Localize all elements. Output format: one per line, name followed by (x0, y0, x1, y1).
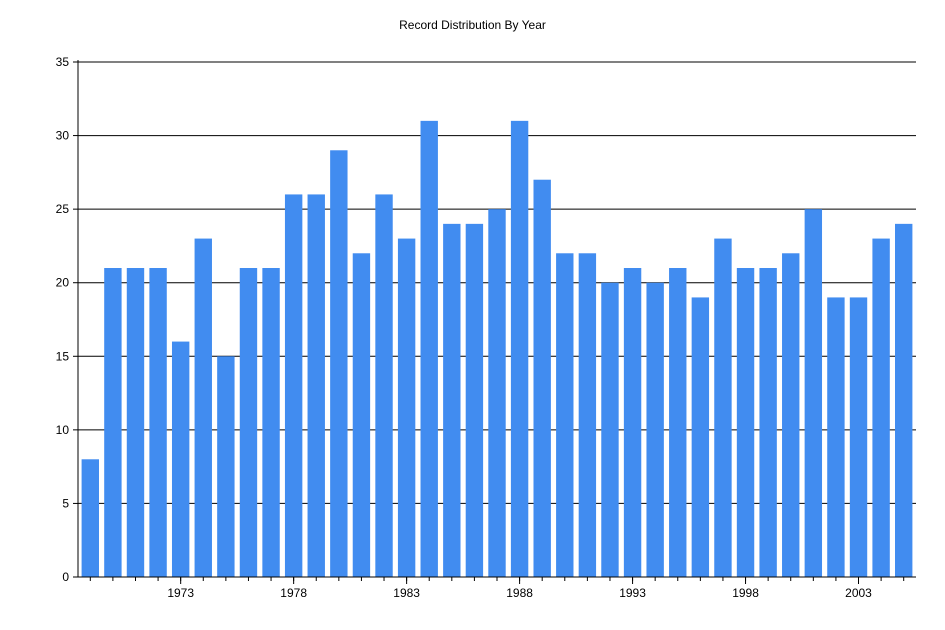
bar-2000 (782, 253, 800, 578)
x-tick-label-1973: 1973 (167, 586, 194, 600)
bar-1974 (194, 238, 212, 578)
bar-1971 (126, 268, 145, 577)
y-tick-label-35: 35 (56, 55, 70, 69)
bar-1989 (533, 179, 551, 577)
x-tick-label-1998: 1998 (732, 586, 759, 600)
bar-1973 (171, 341, 190, 577)
bar-1996 (691, 297, 710, 577)
bar-1980 (330, 150, 348, 578)
bar-1983 (397, 238, 416, 578)
y-tick-label-25: 25 (56, 202, 70, 216)
bar-1970 (104, 268, 122, 577)
bar-1990 (556, 253, 574, 578)
y-tick-label-0: 0 (62, 570, 69, 584)
bar-1999 (759, 268, 777, 577)
bar-1987 (488, 209, 506, 577)
bar-1969 (81, 459, 99, 577)
y-tick-label-10: 10 (56, 423, 70, 437)
bar-1977 (262, 268, 280, 577)
bar-1991 (578, 253, 597, 578)
bar-1976 (239, 268, 258, 577)
bar-2004 (872, 238, 890, 578)
bar-1982 (375, 194, 393, 577)
x-tick-label-1978: 1978 (280, 586, 307, 600)
bar-1988 (510, 120, 529, 577)
bar-1975 (217, 356, 235, 577)
y-tick-label-5: 5 (62, 496, 69, 510)
y-tick-label-20: 20 (56, 276, 70, 290)
x-axis-ticks: 1973 1978 1983 1988 1993 1998 2003 (89, 577, 905, 600)
bar-2001 (804, 209, 823, 577)
bar-2005 (895, 223, 913, 577)
bar-1998 (736, 268, 755, 577)
bars (81, 120, 913, 578)
bar-1995 (669, 268, 687, 577)
bar-2003 (849, 297, 868, 577)
bar-1979 (307, 194, 325, 577)
x-tick-label-2003: 2003 (845, 586, 872, 600)
y-axis-ticks: 0 5 10 15 20 25 30 35 (56, 55, 78, 584)
bar-1992 (601, 282, 619, 577)
bar-1978 (284, 194, 303, 577)
bar-1972 (149, 268, 167, 577)
bar-1984 (420, 120, 438, 577)
y-tick-label-15: 15 (56, 349, 70, 363)
bar-1985 (443, 223, 461, 577)
chart-title: Record Distribution By Year (399, 18, 546, 32)
bar-1981 (352, 253, 371, 578)
bar-1994 (646, 282, 664, 577)
bar-1986 (465, 223, 484, 577)
y-tick-label-30: 30 (56, 129, 70, 143)
x-tick-label-1993: 1993 (619, 586, 646, 600)
bar-1997 (714, 238, 732, 578)
bar-2002 (827, 297, 845, 577)
x-tick-label-1988: 1988 (506, 586, 533, 600)
bar-1993 (623, 268, 642, 577)
x-tick-label-1983: 1983 (393, 586, 420, 600)
